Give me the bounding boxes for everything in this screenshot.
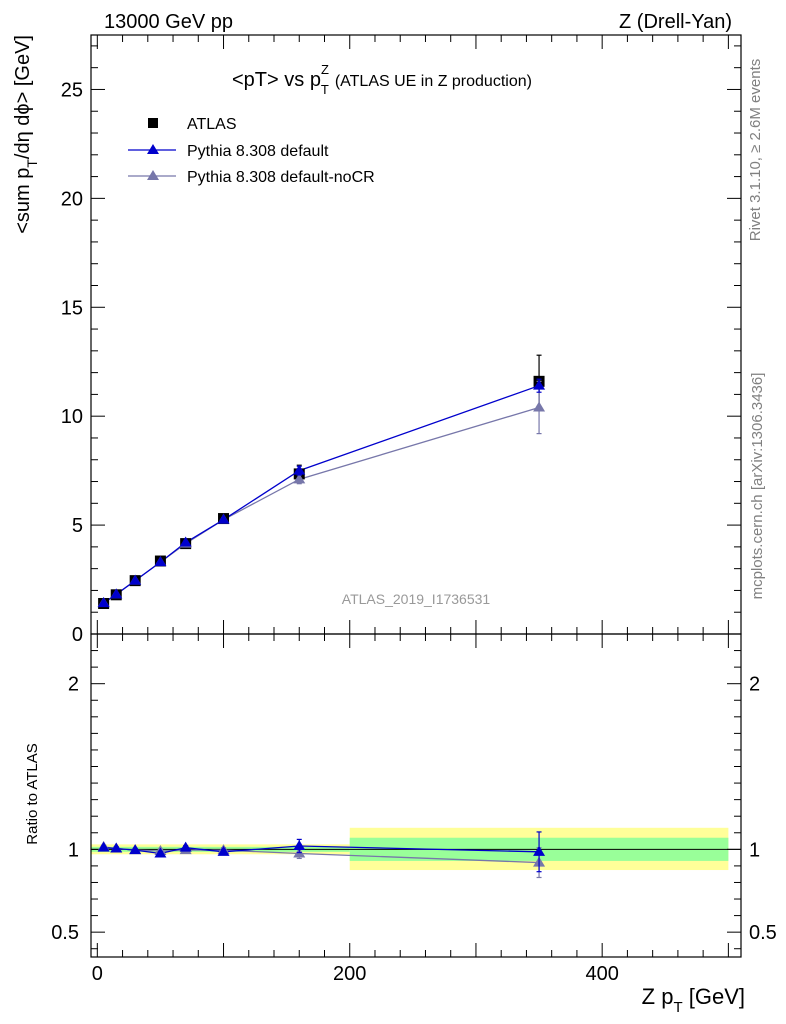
main-y-axis-label: <sum pT/dη dϕ> [GeV] [12, 35, 40, 234]
main-y-tick-label: 15 [61, 297, 83, 319]
main-y-tick-label: 5 [72, 515, 83, 537]
ratio-pythia-default-data-point [154, 847, 167, 858]
ratio-frame [90, 633, 742, 958]
ratio-y-tick-label-right: 0.5 [749, 922, 777, 944]
pythia-default-data-point [217, 513, 230, 524]
main-title: <pT> vs pZ T (ATLAS UE in Z production) [232, 62, 532, 97]
pythia-default-data-point [533, 379, 546, 390]
ratio-pythia-default-data-point [129, 844, 142, 855]
legend-marker-atlas [148, 118, 158, 128]
series-line-pythia-default-nocr [103, 406, 540, 604]
ratio-y-tick-label: 0.5 [51, 922, 79, 944]
pythia-default-data-point [293, 464, 306, 475]
pythia-default-data-point [129, 574, 142, 585]
header-right: Z (Drell-Yan) [619, 11, 732, 33]
pythia-default-data-point [179, 536, 192, 547]
legend-label-atlas: ATLAS [187, 116, 237, 133]
legend-marker-nocr [147, 170, 159, 180]
ratio-pythia-default-data-point [110, 842, 123, 853]
series-line-pythia-default [103, 385, 540, 604]
ratio-pythia-default-data-point [293, 840, 306, 851]
pythia-default-data-point [154, 556, 167, 567]
main-y-tick-label: 10 [61, 406, 83, 428]
x-axis-label: Z pT [GeV] [642, 984, 745, 1016]
ratio-y-tick-label-right: 1 [749, 839, 760, 861]
legend-marker-default [147, 144, 159, 154]
pythia-default-nocr-data-point [533, 401, 546, 412]
analysis-watermark: ATLAS_2019_I1736531 [342, 591, 491, 607]
main-y-tick-label: 20 [61, 188, 83, 210]
legend: ATLAS Pythia 8.308 default Pythia 8.308 … [128, 116, 375, 186]
mcplots-label: mcplots.cern.ch [arXiv:1306.3436] [749, 373, 766, 600]
main-y-tick-label: 0 [72, 624, 83, 646]
pythia-default-data-point [110, 588, 123, 599]
ratio-pythia-default-data-point [217, 845, 230, 856]
ratio-y-tick-label: 1 [68, 839, 79, 861]
pythia-default-data-point [97, 597, 110, 608]
x-tick-label: 0 [92, 963, 103, 985]
header-left: 13000 GeV pp [104, 11, 233, 33]
ratio-pythia-default-data-point [97, 841, 110, 852]
x-tick-label: 400 [585, 963, 618, 985]
ratio-pythia-default-data-point [533, 845, 546, 856]
rivet-label: Rivet 3.1.10, ≥ 2.6M events [747, 59, 764, 242]
legend-label-nocr: Pythia 8.308 default-noCR [187, 169, 375, 186]
ratio-pythia-default-data-point [179, 841, 192, 852]
pythia-default-nocr-data-point [293, 473, 306, 484]
main-y-tick-label: 25 [61, 79, 83, 101]
ratio-y-axis-label: Ratio to ATLAS [24, 743, 41, 844]
x-tick-label: 200 [333, 963, 366, 985]
legend-label-default: Pythia 8.308 default [187, 143, 329, 160]
main-panel: 0 5 10 15 20 25 [61, 34, 742, 646]
ratio-y-tick-label-right: 2 [749, 674, 760, 696]
ratio-panel: 0 200 400 0.5 0.5 1 1 2 2 [51, 633, 777, 985]
ratio-y-tick-label: 2 [68, 674, 79, 696]
